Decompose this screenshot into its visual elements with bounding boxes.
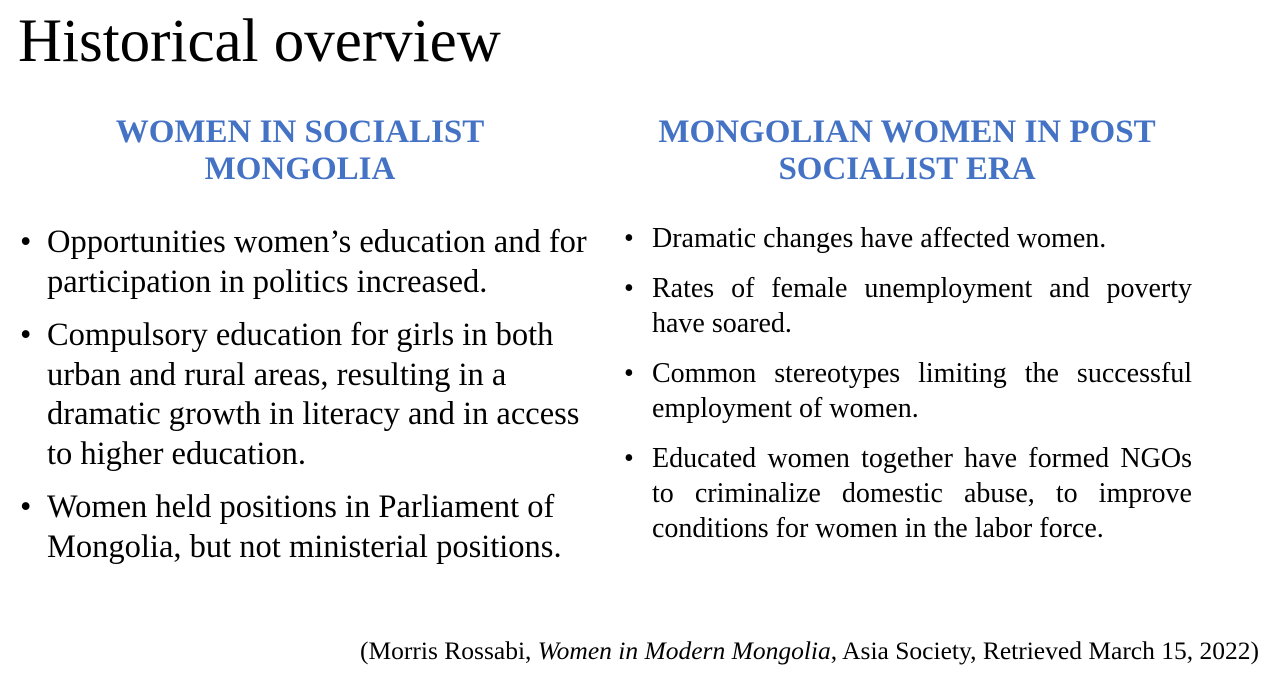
bullet-text: Dramatic changes have affected women. xyxy=(652,223,1107,254)
page-title: Historical overview xyxy=(18,8,501,75)
left-heading-line-1: WOMEN IN SOCIALIST xyxy=(115,114,485,150)
right-bullet-list: • Dramatic changes have affected women. … xyxy=(624,221,1192,561)
right-heading-line-1: MONGOLIAN WOMEN IN POST xyxy=(658,114,1156,150)
bullet-text: Opportunities women’s education and for … xyxy=(47,224,587,300)
list-item: • Educated women together have formed NG… xyxy=(624,441,1192,546)
list-item: • Common stereotypes limiting the succes… xyxy=(624,356,1192,426)
list-item: • Opportunities women’s education and fo… xyxy=(20,223,590,302)
list-item: • Dramatic changes have affected women. xyxy=(624,221,1192,256)
left-bullet-list: • Opportunities women’s education and fo… xyxy=(20,223,590,581)
bullet-icon: • xyxy=(20,489,32,525)
left-heading-line-2: MONGOLIA xyxy=(204,151,396,187)
bullet-text: Compulsory education for girls in both u… xyxy=(47,317,580,472)
bullet-icon: • xyxy=(20,224,32,260)
list-item: • Women held positions in Parliament of … xyxy=(20,488,590,567)
citation-work-title: Women in Modern Mongolia xyxy=(537,636,831,665)
list-item: • Rates of female unemployment and pover… xyxy=(624,271,1192,341)
bullet-text: Women held positions in Parliament of Mo… xyxy=(47,489,562,565)
bullet-icon: • xyxy=(624,273,634,304)
bullet-icon: • xyxy=(624,443,634,474)
bullet-icon: • xyxy=(20,317,32,353)
bullet-text: Common stereotypes limiting the successf… xyxy=(652,358,1192,424)
right-column-heading: MONGOLIAN WOMEN IN POST SOCIALIST ERA xyxy=(622,114,1192,188)
citation-prefix: (Morris Rossabi, xyxy=(359,636,538,665)
bullet-text: Rates of female unemployment and poverty… xyxy=(652,273,1192,339)
citation-suffix: , Asia Society, Retrieved March 15, 2022… xyxy=(830,636,1259,665)
citation: (Morris Rossabi, Women in Modern Mongoli… xyxy=(360,634,1259,668)
right-heading-line-2: SOCIALIST ERA xyxy=(778,151,1036,187)
bullet-text: Educated women together have formed NGOs… xyxy=(652,443,1192,544)
bullet-icon: • xyxy=(624,358,634,389)
left-column-heading: WOMEN IN SOCIALIST MONGOLIA xyxy=(40,114,560,188)
bullet-icon: • xyxy=(624,223,634,254)
list-item: • Compulsory education for girls in both… xyxy=(20,316,590,474)
